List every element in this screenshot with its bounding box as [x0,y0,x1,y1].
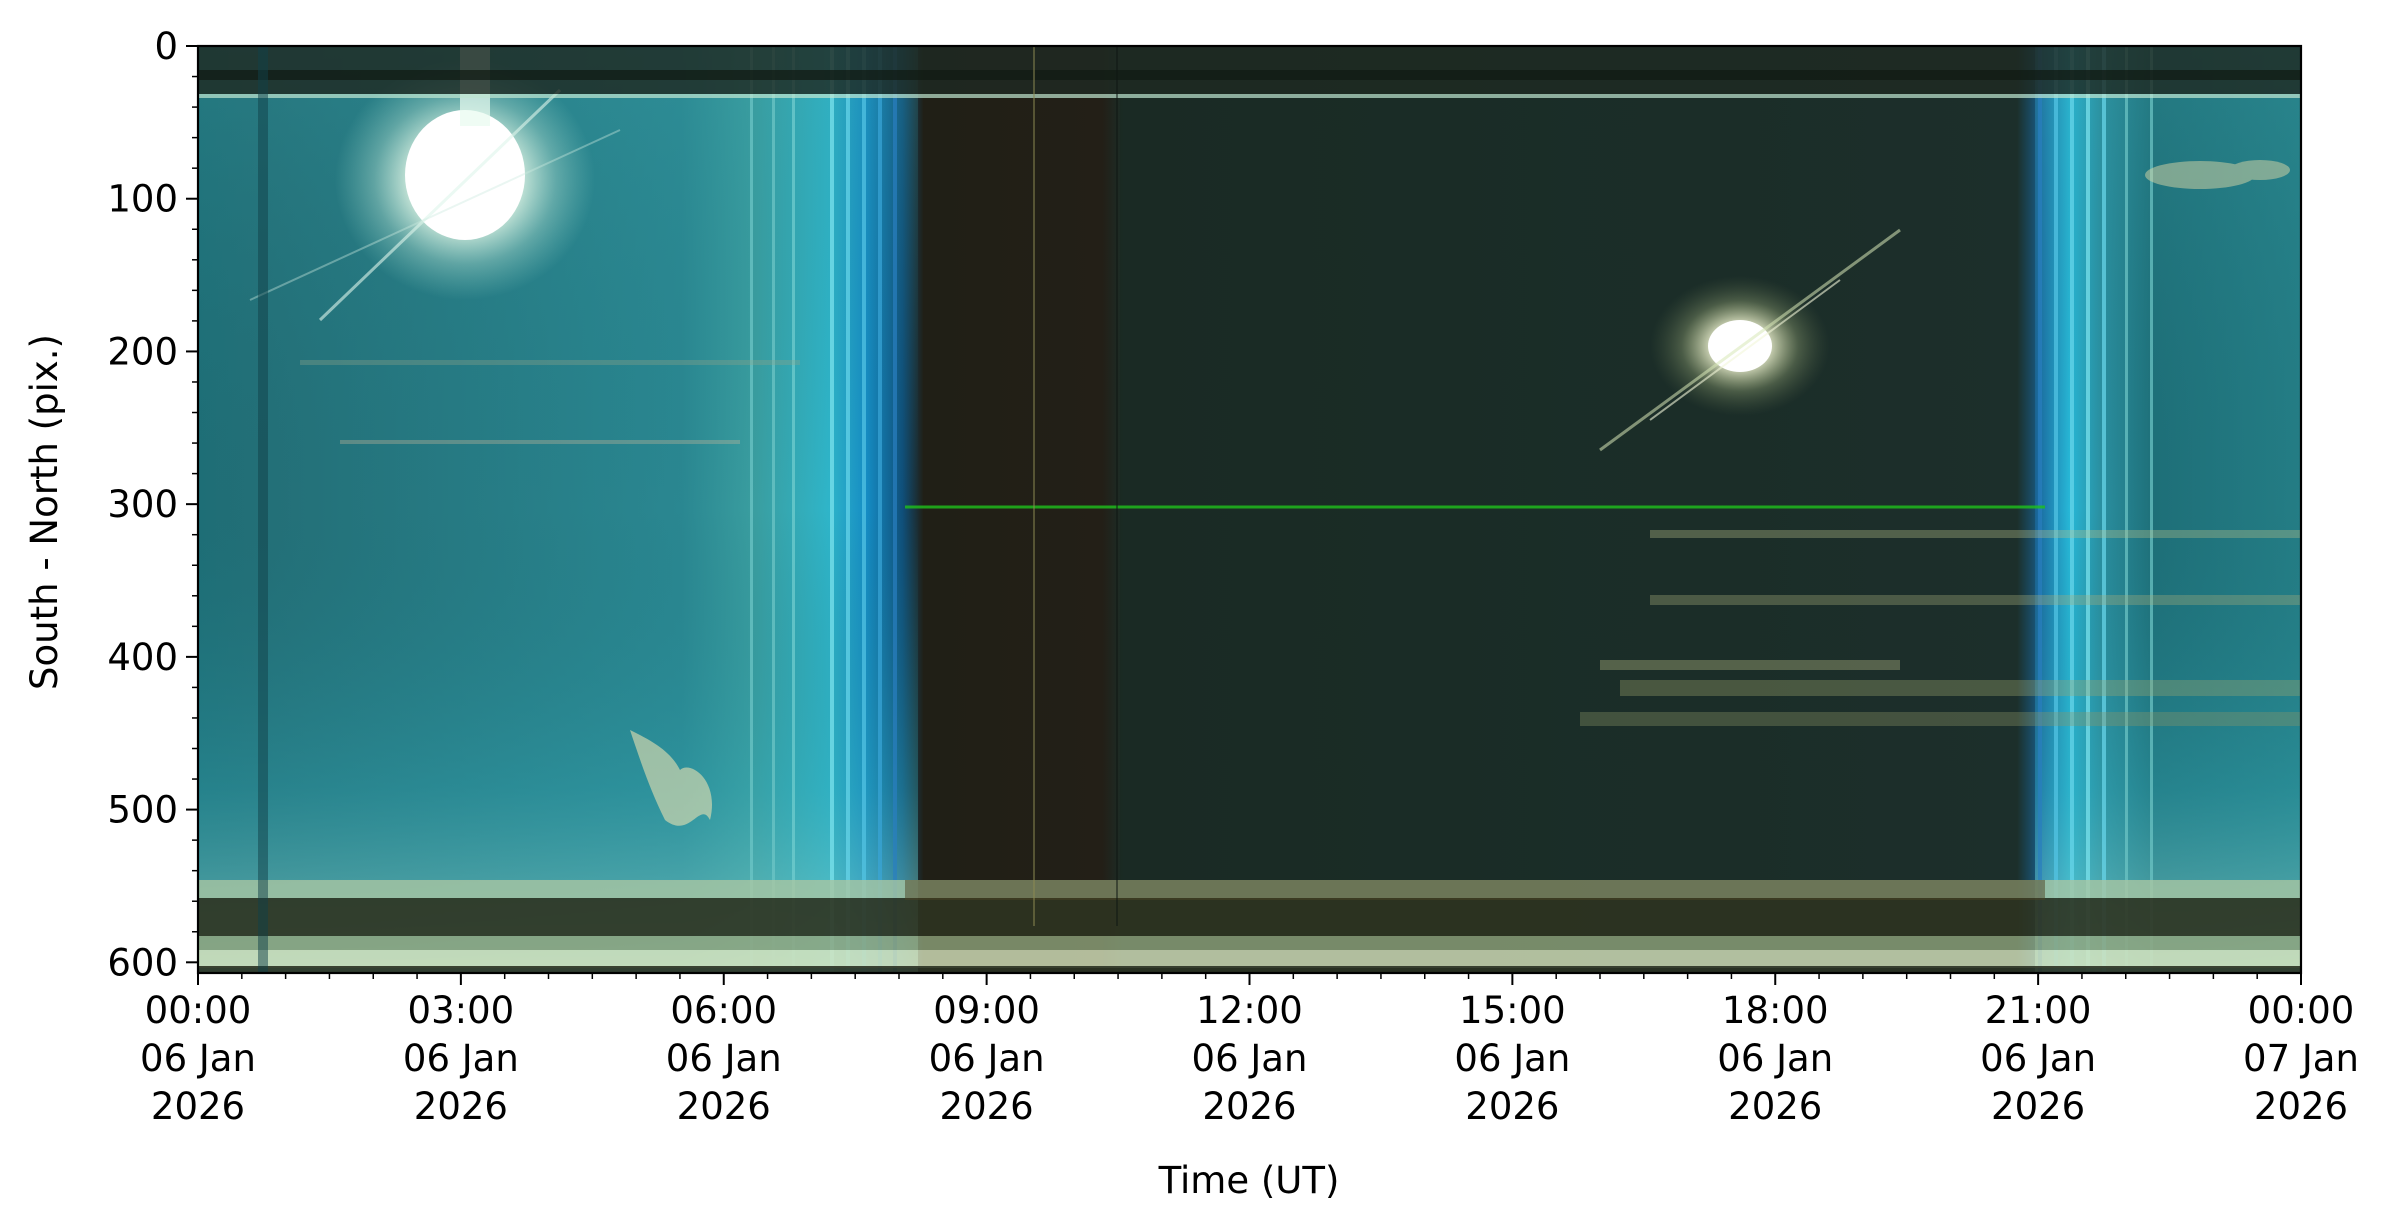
y-axis-label: South - North (pix.) [23,334,66,690]
x-tick-label: 09:00 06 Jan 2026 [929,989,1045,1128]
x-axis: 00:00 06 Jan 2026 03:00 06 Jan 2026 06:00 06 Ja… [140,973,2359,1128]
y-tick-label: 300 [107,483,178,526]
y-tick-label: 200 [107,330,178,373]
y-axis: 0 100 200 300 400 500 600 [107,25,198,984]
sun-track-evening [1599,228,1901,452]
y-tick-label: 100 [107,178,178,221]
x-tick-label: 21:00 06 Jan 2026 [1980,989,2096,1128]
x-axis-label: Time (UT) [1158,1159,1340,1202]
x-tick-label: 15:00 06 Jan 2026 [1454,989,1570,1128]
sun-track-morning [249,46,621,322]
y-tick-label: 0 [154,25,178,68]
x-tick-label: 00:00 06 Jan 2026 [140,989,256,1128]
y-tick-label: 500 [107,789,178,832]
x-tick-label: 06:00 06 Jan 2026 [666,989,782,1128]
x-tick-label: 00:00 07 Jan 2026 [2243,989,2359,1128]
y-tick-label: 600 [107,941,178,984]
x-tick-label: 12:00 06 Jan 2026 [1192,989,1308,1128]
keogram-image [198,46,2301,973]
x-tick-label: 18:00 06 Jan 2026 [1717,989,1833,1128]
y-tick-label: 400 [107,636,178,679]
x-tick-label: 03:00 06 Jan 2026 [403,989,519,1128]
